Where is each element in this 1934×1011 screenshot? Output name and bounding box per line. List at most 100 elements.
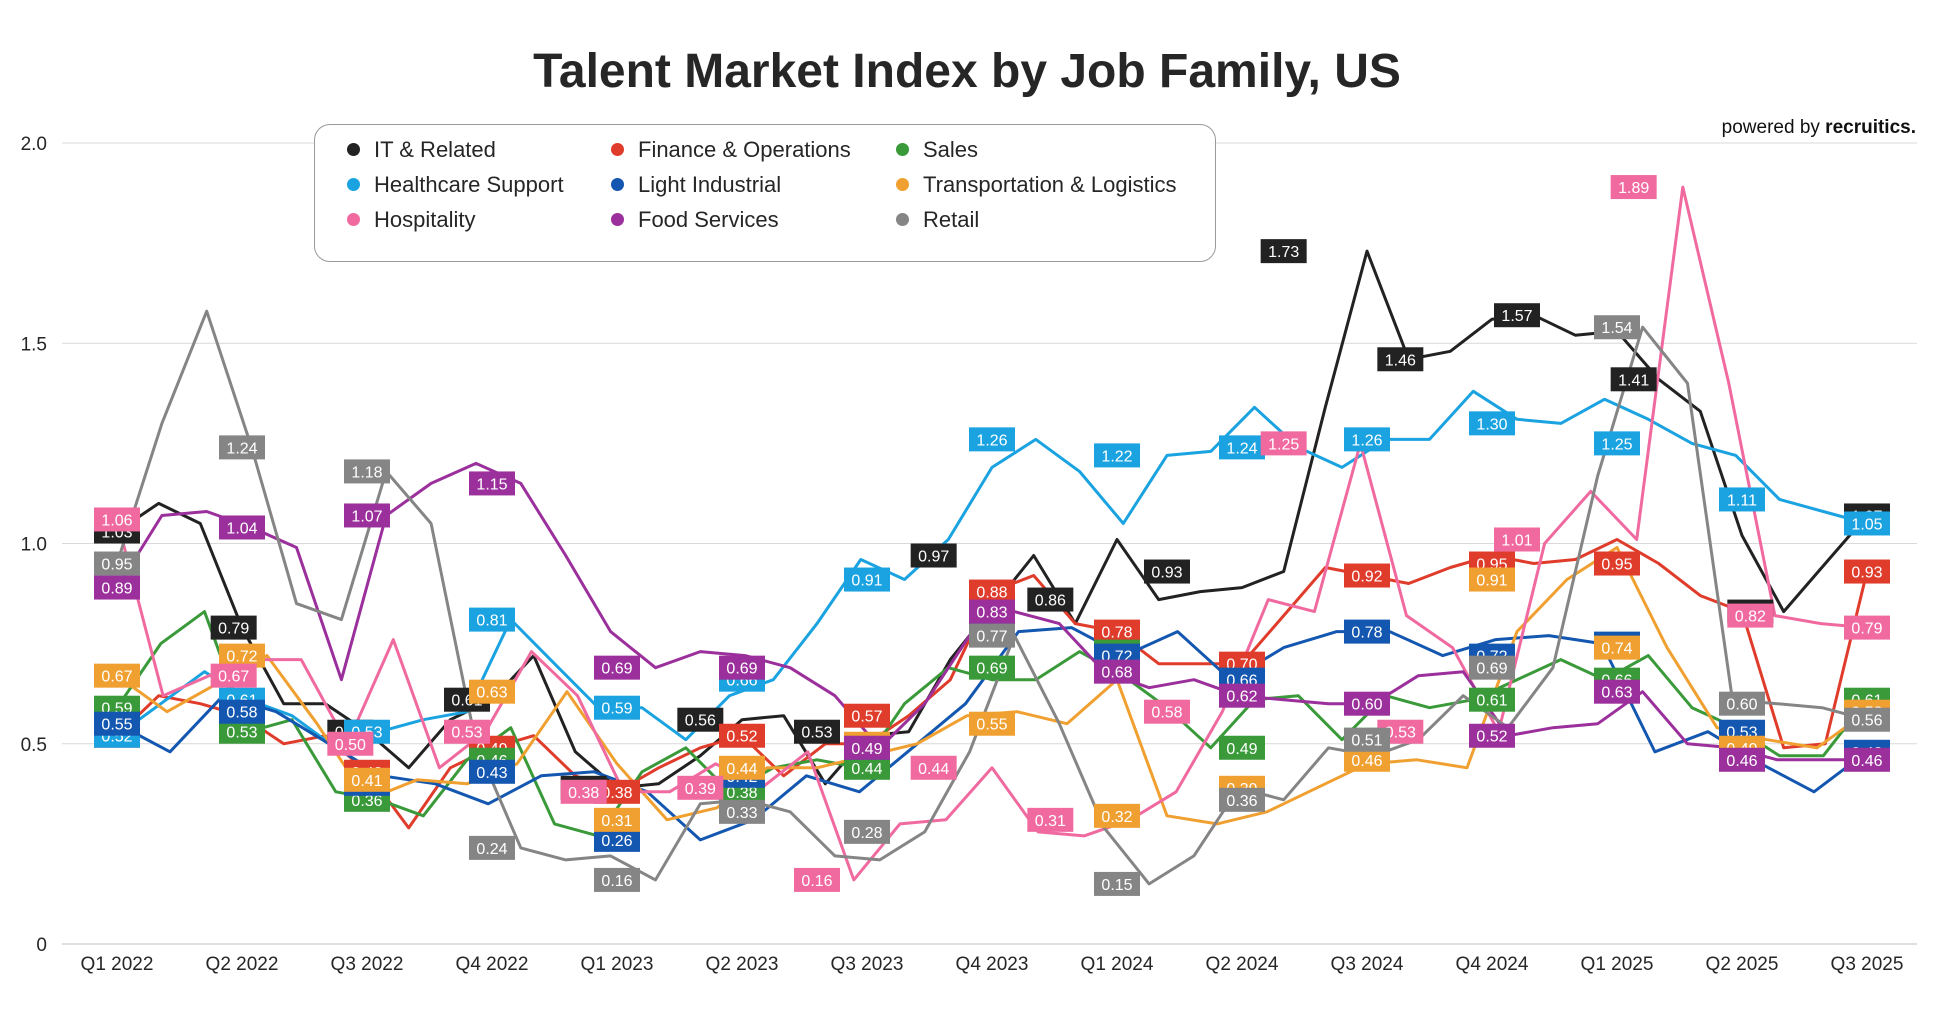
data-label-food-services: 0.69 xyxy=(594,655,640,680)
data-label-text: 0.79 xyxy=(1851,621,1882,638)
data-label-text: 0.46 xyxy=(1351,753,1382,770)
data-label-text: 0.69 xyxy=(601,661,632,678)
data-label-healthcare-support: 1.25 xyxy=(1594,431,1640,456)
data-label-transportation-logistics: 0.32 xyxy=(1094,803,1140,828)
legend-marker xyxy=(347,142,360,156)
brand-logo: powered by recruitics. xyxy=(1722,117,1916,139)
data-label-box xyxy=(794,867,840,892)
data-label-transportation-logistics: 0.46 xyxy=(1344,747,1390,772)
data-label-it-related: 1.73 xyxy=(1260,239,1307,264)
legend-item-healthcare-support: Healthcare Support xyxy=(347,172,564,198)
data-label-transportation-logistics: 0.41 xyxy=(344,767,390,792)
data-label-box xyxy=(1344,747,1390,772)
data-label-box xyxy=(1494,527,1540,552)
data-label-box xyxy=(344,459,390,484)
data-label-hospitality: 0.58 xyxy=(1144,699,1190,724)
data-label-text: 0.78 xyxy=(1351,625,1382,642)
data-label-healthcare-support: 0.91 xyxy=(844,567,890,592)
legend-label: Sales xyxy=(923,137,979,162)
data-label-box xyxy=(844,819,890,844)
data-label-text: 0.91 xyxy=(851,573,882,590)
data-label-box xyxy=(1594,635,1640,660)
data-label-text: 0.53 xyxy=(1385,725,1416,742)
x-tick-label: Q3 2024 xyxy=(1331,954,1404,975)
data-label-text: 0.36 xyxy=(1226,793,1257,810)
data-label-text: 0.58 xyxy=(1151,705,1182,722)
data-label-text: 1.18 xyxy=(351,464,382,481)
data-label-box xyxy=(1344,563,1390,588)
legend-label: Healthcare Support xyxy=(374,172,564,197)
data-label-box xyxy=(1469,411,1515,436)
data-label-box xyxy=(1727,603,1774,628)
data-label-food-services: 1.15 xyxy=(469,471,515,496)
legend: IT & Related Finance & Operations Sales Hea… xyxy=(314,124,1216,262)
data-label-text: 0.55 xyxy=(101,717,132,734)
data-label-finance-operations: 0.93 xyxy=(1844,559,1890,584)
legend-marker xyxy=(611,142,624,156)
data-label-box xyxy=(1144,559,1190,584)
data-label-text: 0.41 xyxy=(351,773,382,790)
data-label-box xyxy=(1094,803,1140,828)
data-label-food-services: 0.62 xyxy=(1219,683,1265,708)
data-label-finance-operations: 0.95 xyxy=(1594,551,1640,576)
data-label-text: 0.69 xyxy=(976,661,1007,678)
data-label-text: 0.93 xyxy=(1851,565,1882,582)
series-line-healthcare-support xyxy=(115,389,1869,750)
data-label-text: 1.22 xyxy=(1101,448,1132,465)
data-label-text: 0.88 xyxy=(976,585,1007,602)
data-label-hospitality: 1.06 xyxy=(94,507,140,532)
data-label-finance-operations: 0.57 xyxy=(844,703,890,728)
data-label-hospitality: 0.82 xyxy=(1727,603,1774,628)
data-label-box xyxy=(1144,699,1190,724)
data-label-box xyxy=(969,599,1015,624)
data-label-box xyxy=(344,503,390,528)
data-label-box xyxy=(719,655,765,680)
legend-item-light-industrial: Light Industrial xyxy=(611,172,781,198)
data-label-box xyxy=(844,703,890,728)
data-label-box xyxy=(719,755,765,780)
legend-marker xyxy=(347,177,360,191)
data-label-box xyxy=(1594,551,1640,576)
y-tick-label: 0.5 xyxy=(21,735,47,756)
data-label-text: 0.24 xyxy=(476,841,507,858)
data-label-transportation-logistics: 0.72 xyxy=(219,643,265,668)
data-label-text: 0.72 xyxy=(226,649,257,666)
data-label-box xyxy=(94,575,140,600)
data-label-healthcare-support: 0.81 xyxy=(469,607,515,632)
y-tick-label: 1.0 xyxy=(21,535,47,556)
data-label-text: 0.31 xyxy=(601,813,632,830)
data-label-box xyxy=(677,775,724,800)
data-label-box xyxy=(1719,747,1765,772)
data-label-it-related: 1.46 xyxy=(1377,347,1424,372)
x-tick-label: Q4 2022 xyxy=(456,954,529,975)
data-label-text: 0.61 xyxy=(1476,693,1507,710)
data-label-retail: 0.69 xyxy=(1469,655,1515,680)
data-label-sales: 0.53 xyxy=(219,719,265,744)
data-label-finance-operations: 0.52 xyxy=(719,723,765,748)
data-label-box xyxy=(1094,619,1140,644)
x-tick-label: Q4 2024 xyxy=(1456,954,1529,975)
series-line-retail xyxy=(115,309,1869,886)
data-label-box xyxy=(844,567,890,592)
data-label-text: 1.24 xyxy=(1226,440,1257,457)
legend-label: IT & Related xyxy=(374,137,496,162)
data-label-text: 1.41 xyxy=(1618,372,1649,389)
data-label-retail: 1.18 xyxy=(344,459,390,484)
data-label-text: 0.93 xyxy=(1151,565,1182,582)
data-label-text: 0.79 xyxy=(218,621,249,638)
data-label-text: 0.36 xyxy=(351,793,382,810)
data-label-text: 0.67 xyxy=(101,669,132,686)
data-label-text: 1.57 xyxy=(1501,308,1532,325)
data-label-box xyxy=(469,607,515,632)
data-label-text: 0.53 xyxy=(451,725,482,742)
data-label-box xyxy=(1377,347,1424,372)
data-label-transportation-logistics: 0.91 xyxy=(1469,567,1515,592)
data-label-text: 0.52 xyxy=(726,729,757,746)
data-label-box xyxy=(1027,807,1074,832)
data-label-transportation-logistics: 0.55 xyxy=(969,711,1015,736)
data-label-text: 1.89 xyxy=(1618,180,1649,197)
data-label-text: 0.62 xyxy=(1226,689,1257,706)
data-label-text: 1.46 xyxy=(1385,352,1416,369)
data-label-text: 0.95 xyxy=(1601,557,1632,574)
